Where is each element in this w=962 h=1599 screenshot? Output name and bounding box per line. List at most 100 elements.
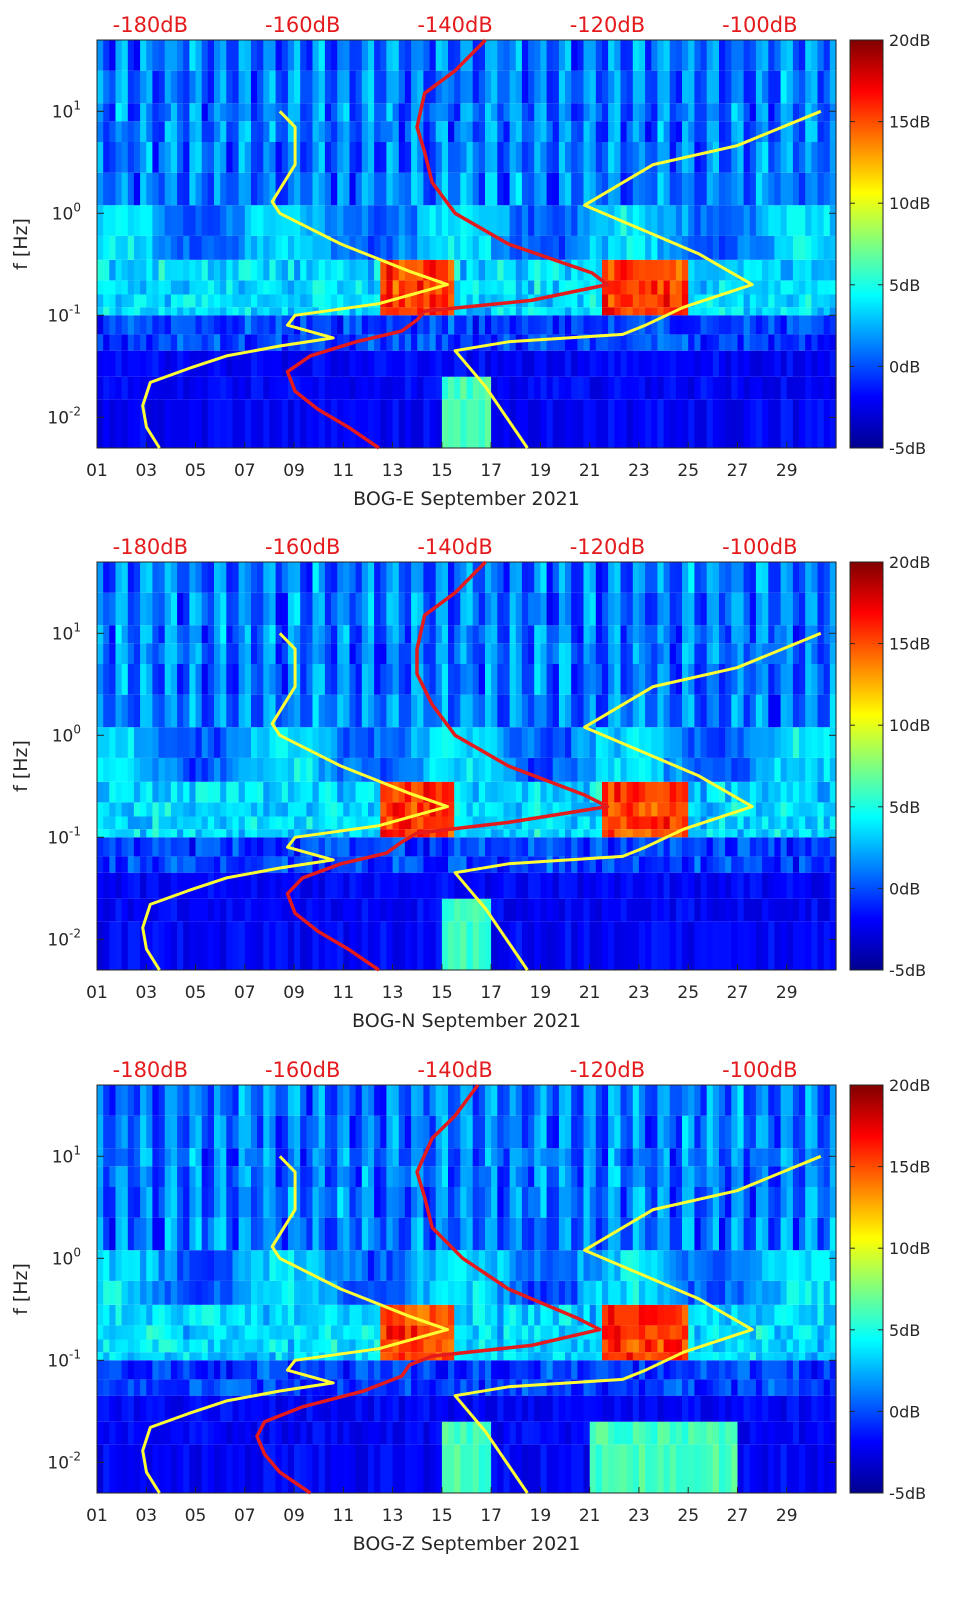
x-tick-label: 25: [677, 983, 699, 1003]
x-tick-label: 01: [86, 461, 108, 481]
top-db-label: -140dB: [417, 13, 492, 37]
x-tick-label: 13: [382, 461, 404, 481]
colorbar-label: 0dB: [889, 879, 920, 898]
top-db-label: -180dB: [113, 13, 188, 37]
colorbar-label: 5dB: [889, 798, 920, 817]
x-tick-label: 19: [530, 461, 552, 481]
noise-model-low-line: [141, 110, 449, 449]
x-tick-label: 07: [234, 1506, 256, 1526]
x-tick-label: 05: [185, 983, 207, 1003]
colorbar-label: 15dB: [889, 1158, 931, 1177]
y-axis-label: f [Hz]: [10, 218, 32, 270]
y-tick-label-2: 100: [52, 200, 81, 224]
top-db-label: -160dB: [265, 535, 340, 559]
x-tick-label: 11: [333, 1506, 355, 1526]
top-db-label: -120dB: [570, 535, 645, 559]
x-tick-label: 07: [234, 983, 256, 1003]
colorbar-label: 5dB: [889, 276, 920, 295]
y-axis-label: f [Hz]: [10, 1263, 32, 1315]
x-tick-label: 17: [480, 461, 502, 481]
top-db-label: -180dB: [113, 1058, 188, 1082]
colorbar-label: 15dB: [889, 635, 931, 654]
x-tick-label: 13: [382, 983, 404, 1003]
y-tick-label-2: 100: [52, 1245, 81, 1269]
x-tick-label: 01: [86, 983, 108, 1003]
spectral-estimate-line: [285, 560, 610, 972]
top-db-label: -100dB: [722, 1058, 797, 1082]
noise-model-high-line: [453, 1154, 822, 1494]
top-db-label: -120dB: [570, 13, 645, 37]
noise-model-high-line: [453, 631, 822, 971]
x-tick-label: 03: [135, 1506, 157, 1526]
x-tick-label: 15: [431, 1506, 453, 1526]
x-tick-label: 27: [727, 461, 749, 481]
plot-frame: [96, 1084, 837, 1494]
x-tick-label: 27: [727, 983, 749, 1003]
x-tick-label: 19: [530, 983, 552, 1003]
spectrogram-heatmap: [97, 40, 837, 448]
colorbar-label: 20dB: [889, 553, 931, 572]
colorbar-label: 10dB: [889, 194, 931, 213]
spectral-estimate-line: [285, 38, 610, 450]
top-db-label: -120dB: [570, 1058, 645, 1082]
noise-model-high-line: [453, 109, 822, 449]
x-tick-label: 21: [579, 983, 601, 1003]
x-axis-label: BOG-E September 2021: [353, 488, 580, 510]
spectral-estimate-line: [255, 1083, 602, 1495]
x-tick-label: 03: [135, 983, 157, 1003]
y-tick-label-1: 10-1: [47, 302, 81, 326]
spectrogram-heatmap: [97, 562, 837, 970]
colorbar-label: -5dB: [889, 439, 926, 458]
x-tick-label: 23: [628, 1506, 650, 1526]
x-tick-label: 29: [776, 461, 798, 481]
y-tick-label-3: 101: [52, 620, 81, 644]
noise-model-low-line: [141, 1155, 449, 1494]
x-tick-label: 27: [727, 1506, 749, 1526]
x-tick-label: 21: [579, 461, 601, 481]
x-tick-label: 15: [431, 461, 453, 481]
y-tick-label-2: 100: [52, 722, 81, 746]
x-tick-label: 19: [530, 1506, 552, 1526]
x-axis-label: BOG-N September 2021: [352, 1010, 581, 1032]
x-tick-label: 09: [283, 461, 305, 481]
x-tick-label: 21: [579, 1506, 601, 1526]
colorbar-label: 5dB: [889, 1321, 920, 1340]
top-db-label: -100dB: [722, 13, 797, 37]
y-tick-label-1: 10-1: [47, 1347, 81, 1371]
x-tick-label: 05: [185, 1506, 207, 1526]
panel-bog-e: 10-2 10-1 100 101 01 03 05 07 09 11 13 15 17 19 21 23 25…: [10, 13, 931, 510]
x-tick-label: 05: [185, 461, 207, 481]
colorbar-label: 15dB: [889, 113, 931, 132]
colorbar: [849, 1084, 884, 1494]
x-tick-label: 15: [431, 983, 453, 1003]
colorbar-label: -5dB: [889, 1484, 926, 1503]
panel-bog-z: 10-2 10-1 100 101 01 03 05 07 09 11 13 15 17 19 21 23 25…: [10, 1058, 931, 1555]
panel-bog-n: 10-2 10-1 100 101 01 03 05 07 09 11 13 15 17 19 21 23 25…: [10, 535, 931, 1032]
x-axis-label: BOG-Z September 2021: [353, 1533, 581, 1555]
x-tick-label: 17: [480, 1506, 502, 1526]
y-tick-label-1: 10-1: [47, 824, 81, 848]
y-tick-label-3: 101: [52, 1143, 81, 1167]
y-axis-label: f [Hz]: [10, 740, 32, 792]
x-tick-label: 11: [333, 983, 355, 1003]
colorbar-label: 20dB: [889, 1076, 931, 1095]
colorbar-label: 10dB: [889, 1239, 931, 1258]
colorbar-label: 20dB: [889, 31, 931, 50]
colorbar-label: 0dB: [889, 357, 920, 376]
y-tick-label-0: 10-2: [47, 404, 81, 428]
plot-frame: [96, 39, 837, 449]
x-tick-label: 25: [677, 1506, 699, 1526]
x-tick-label: 25: [677, 461, 699, 481]
top-db-label: -180dB: [113, 535, 188, 559]
top-db-label: -160dB: [265, 13, 340, 37]
x-tick-label: 23: [628, 983, 650, 1003]
spectrogram-heatmap: [97, 1085, 837, 1493]
colorbar-label: 10dB: [889, 716, 931, 735]
top-db-label: -140dB: [417, 535, 492, 559]
x-tick-label: 29: [776, 1506, 798, 1526]
x-tick-label: 29: [776, 983, 798, 1003]
y-tick-label-0: 10-2: [47, 1449, 81, 1473]
plot-frame: [96, 561, 837, 971]
x-tick-label: 13: [382, 1506, 404, 1526]
